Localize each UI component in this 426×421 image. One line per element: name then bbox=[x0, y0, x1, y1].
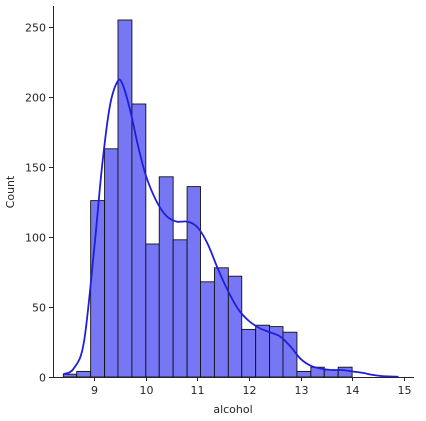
x-tick-label: 11 bbox=[191, 384, 205, 397]
y-tick-label: 100 bbox=[25, 232, 46, 245]
x-axis-ticks: 9 10 11 12 13 14 15 bbox=[91, 377, 412, 397]
histogram-bar-16 bbox=[282, 331, 298, 378]
histogram-bar-9 bbox=[186, 186, 201, 378]
x-tick-label: 14 bbox=[346, 384, 360, 397]
y-axis-ticks: 0 50 100 150 200 250 bbox=[25, 22, 53, 385]
y-axis-label: Count bbox=[4, 175, 17, 208]
histogram-bar-17 bbox=[296, 370, 312, 378]
histogram-bars bbox=[62, 19, 353, 378]
histogram-bar-7 bbox=[158, 176, 174, 378]
histogram-bar-11 bbox=[213, 267, 229, 378]
histogram-bar-10 bbox=[200, 281, 215, 378]
x-tick-label: 9 bbox=[91, 384, 98, 397]
histogram-bar-0 bbox=[62, 373, 78, 378]
histogram-bar-5 bbox=[131, 103, 147, 378]
y-tick-label: 250 bbox=[25, 22, 46, 35]
x-tick-label: 10 bbox=[140, 384, 154, 397]
x-tick-label: 12 bbox=[243, 384, 257, 397]
y-tick-label: 150 bbox=[25, 162, 46, 175]
histogram-bar-4 bbox=[117, 19, 133, 378]
histogram-bar-20 bbox=[337, 366, 353, 378]
histogram-bar-3 bbox=[104, 148, 119, 378]
histogram-bar-1 bbox=[76, 370, 92, 378]
histogram-bar-13 bbox=[241, 328, 257, 378]
y-tick-label: 200 bbox=[25, 92, 46, 105]
y-tick-label: 50 bbox=[32, 302, 46, 315]
histogram-bar-6 bbox=[145, 243, 160, 378]
x-tick-label: 15 bbox=[398, 384, 412, 397]
x-axis-label: alcohol bbox=[213, 403, 252, 416]
histogram-bar-19 bbox=[323, 369, 339, 378]
x-tick-label: 13 bbox=[295, 384, 309, 397]
y-tick-label: 0 bbox=[39, 372, 46, 385]
histogram-bar-2 bbox=[90, 200, 106, 378]
histogram-bar-14 bbox=[255, 324, 271, 378]
kde-curve bbox=[62, 78, 399, 378]
histogram-bar-8 bbox=[172, 239, 188, 378]
histogram-bar-12 bbox=[227, 275, 243, 378]
